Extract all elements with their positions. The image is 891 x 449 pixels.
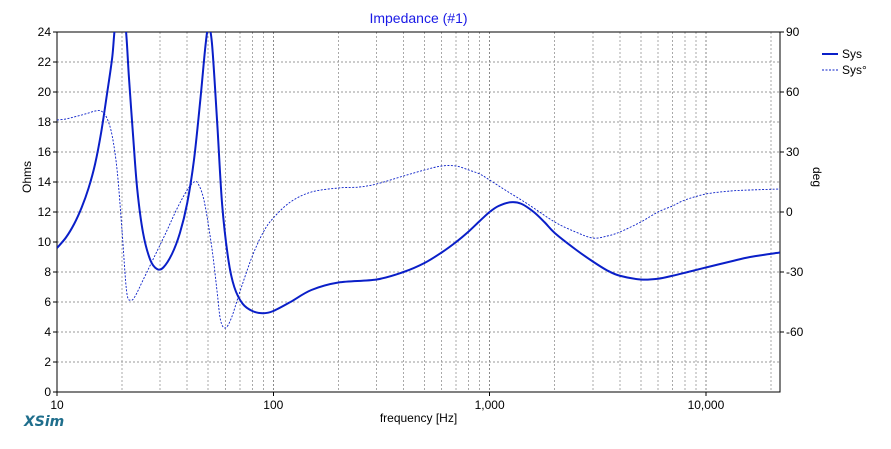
- y2-tick-label: -30: [786, 265, 804, 279]
- legend: Sys Sys°: [822, 47, 867, 77]
- y-tick-label: 12: [38, 205, 52, 219]
- x-tick-label: 1,000: [475, 398, 505, 412]
- legend-label: Sys: [842, 47, 862, 61]
- grid-lines: [56, 31, 780, 392]
- x-tick-label: 100: [263, 398, 283, 412]
- y-tick-label: 14: [38, 175, 52, 189]
- y2-tick-label: -60: [786, 325, 804, 339]
- y2-tick-label: 30: [786, 145, 800, 159]
- legend-label: Sys°: [842, 63, 867, 77]
- y2-axis-label: deg: [810, 167, 824, 187]
- y-tick-label: 22: [38, 55, 52, 69]
- y-tick-label: 6: [44, 295, 51, 309]
- y-tick-label: 20: [38, 85, 52, 99]
- x-tick-label: 10: [50, 398, 64, 412]
- y-axis-label: Ohms: [20, 161, 34, 193]
- y-tick-label: 16: [38, 145, 52, 159]
- y-tick-label: 0: [44, 385, 51, 399]
- y-tick-label: 10: [38, 235, 52, 249]
- y-tick-label: 4: [44, 325, 51, 339]
- y2-tick-label: 60: [786, 85, 800, 99]
- x-axis-label: frequency [Hz]: [380, 411, 457, 425]
- y-tick-label: 18: [38, 115, 52, 129]
- y-tick-label: 8: [44, 265, 51, 279]
- chart-title: Impedance (#1): [369, 10, 467, 26]
- series-line-impedance: [57, 32, 780, 315]
- series-group: [57, 32, 780, 329]
- series-line-phase: [57, 109, 780, 329]
- y-tick-label: 24: [38, 25, 52, 39]
- x-tick-label: 10,000: [688, 398, 725, 412]
- y2-tick-label: 0: [786, 205, 793, 219]
- y-tick-label: 2: [44, 355, 51, 369]
- y2-tick-label: 90: [786, 25, 800, 39]
- app-brand: XSim: [24, 414, 65, 430]
